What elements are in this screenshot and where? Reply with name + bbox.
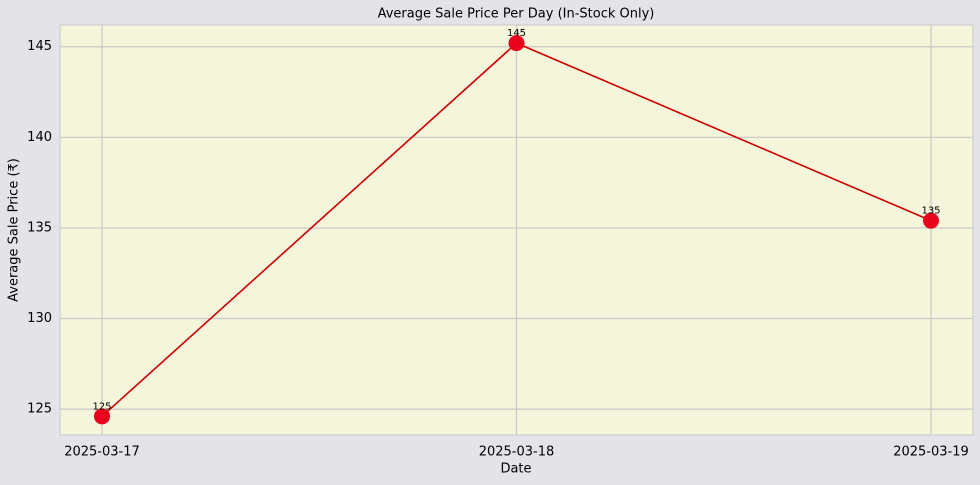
data-label: 135 xyxy=(921,206,940,217)
y-tick-label: 140 xyxy=(27,130,52,145)
marker xyxy=(94,408,110,425)
marker xyxy=(923,212,939,229)
x-tick-label: 2025-03-18 xyxy=(479,445,555,460)
y-axis-label: Average Sale Price (₹) xyxy=(7,158,22,302)
x-tick-label: 2025-03-19 xyxy=(893,445,969,460)
x-axis-label: Date xyxy=(500,462,531,477)
y-tick-label: 135 xyxy=(27,220,52,235)
y-tick-label: 145 xyxy=(27,39,52,54)
y-tick-label: 130 xyxy=(27,311,52,326)
x-tick-label: 2025-03-17 xyxy=(64,445,140,460)
marker xyxy=(508,35,525,52)
y-tick-label: 125 xyxy=(27,402,52,417)
data-label: 145 xyxy=(507,28,526,39)
data-label: 125 xyxy=(92,401,111,412)
chart-title: Average Sale Price Per Day (In-Stock Onl… xyxy=(378,7,655,22)
